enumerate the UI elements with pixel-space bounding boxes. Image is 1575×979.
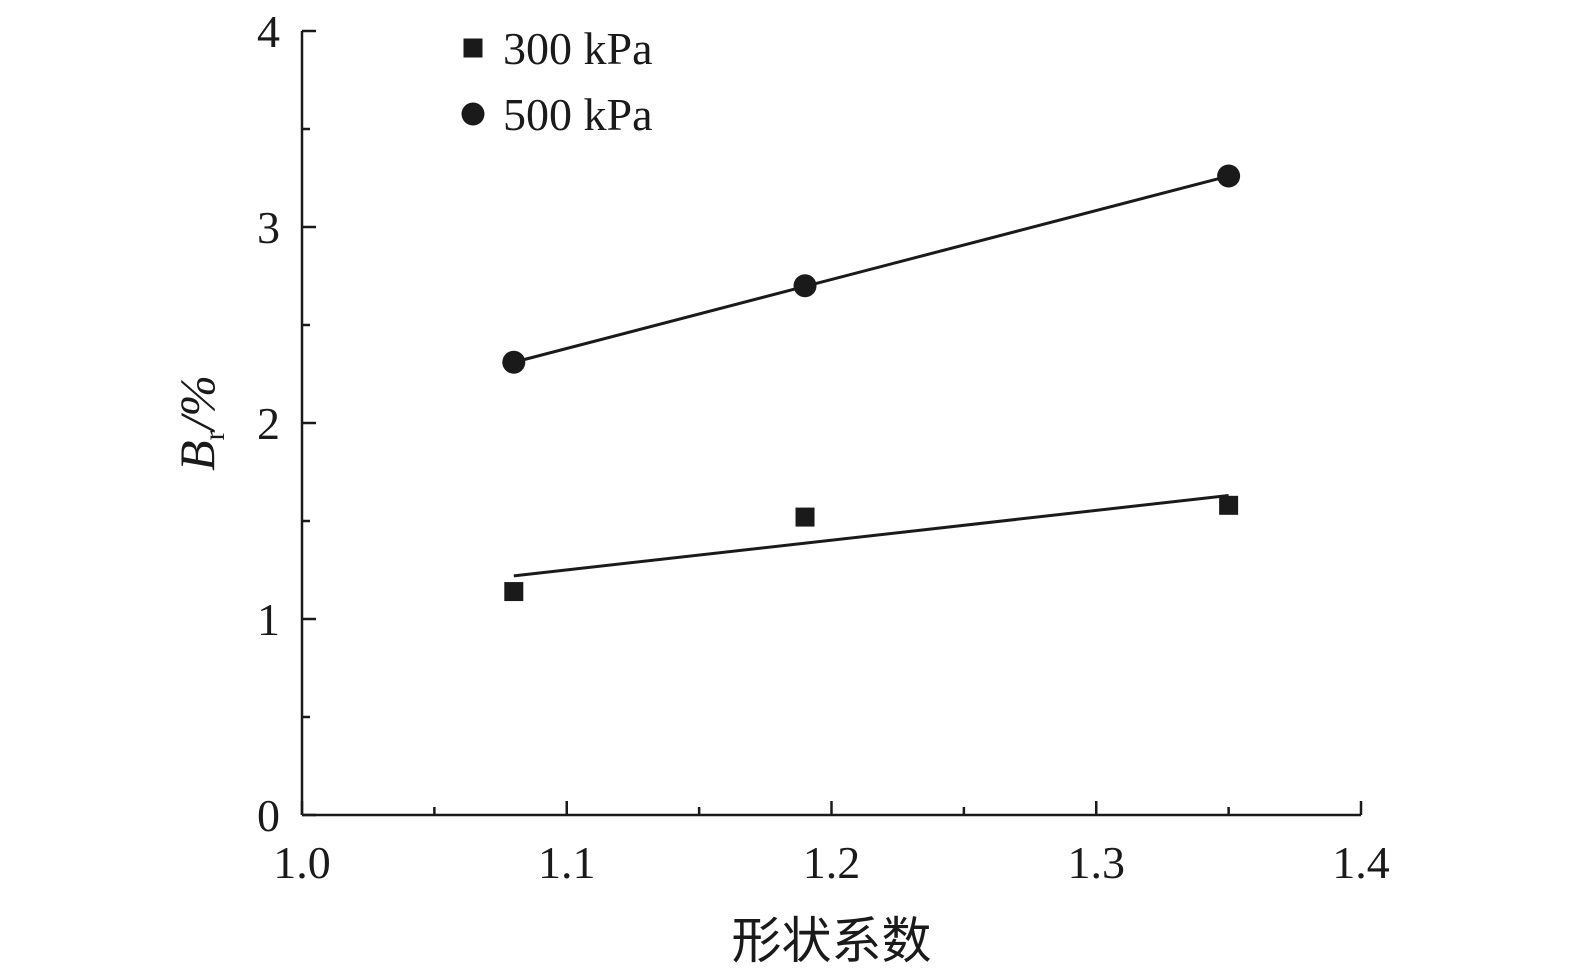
fit-line [513, 174, 1230, 364]
legend: 300 kPa 500 kPa [461, 23, 653, 140]
y-tick-label: 4 [257, 6, 280, 57]
data-point-circle [502, 350, 526, 374]
x-tick-label: 1.3 [1068, 837, 1126, 888]
legend-marker [463, 38, 483, 58]
x-tick-label: 1.4 [1332, 837, 1390, 888]
x-tick-label: 1.1 [538, 837, 596, 888]
y-tick-label: 0 [257, 790, 280, 841]
legend-label: 500 kPa [503, 89, 653, 140]
legend-marker [461, 102, 485, 126]
data-point-circle [793, 274, 817, 298]
y-axis-unit: /% [169, 375, 225, 434]
ticks: 1.0 1.1 1.2 1.3 1.4 0 1 2 3 4 [257, 6, 1390, 888]
x-tick-label: 1.2 [803, 837, 861, 888]
data-points [502, 164, 1241, 602]
y-axis-title: Br/% [169, 375, 231, 471]
fit-lines [513, 174, 1230, 578]
data-point-square [1219, 495, 1239, 515]
y-tick-label: 1 [257, 594, 280, 645]
y-tick-label: 2 [257, 398, 280, 449]
axes [300, 31, 1361, 817]
data-point-circle [1217, 164, 1241, 188]
y-axis-subscript: r [198, 431, 231, 441]
data-point-square [504, 582, 524, 602]
data-point-square [795, 507, 815, 527]
x-axis-title: 形状系数 [732, 913, 932, 969]
y-tick-label: 3 [257, 202, 280, 253]
legend-label: 300 kPa [503, 23, 653, 74]
fit-line [513, 494, 1229, 578]
x-tick-label: 1.0 [273, 837, 331, 888]
y-axis-symbol: B [169, 441, 225, 472]
